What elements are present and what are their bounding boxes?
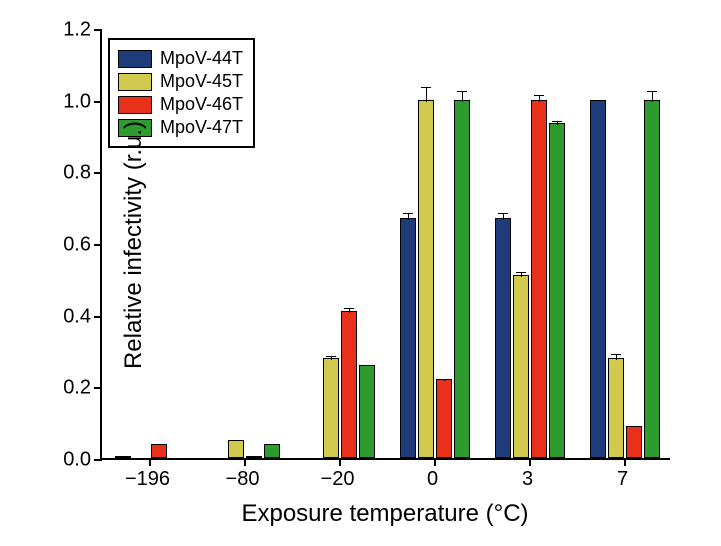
legend-label: MpoV-47T <box>160 117 243 138</box>
x-tick-label: 7 <box>617 468 628 491</box>
bar <box>436 379 452 458</box>
x-tick-mark <box>339 458 341 466</box>
y-tick-mark <box>94 459 102 461</box>
error-bar <box>503 213 504 220</box>
x-tick-mark <box>624 458 626 466</box>
error-bar <box>539 95 540 102</box>
bar <box>644 100 660 458</box>
x-axis-label: Exposure temperature (°C) <box>241 500 528 528</box>
error-cap <box>403 213 413 214</box>
bar <box>151 444 167 458</box>
error-cap <box>611 354 621 355</box>
bar <box>590 100 606 458</box>
x-tick-mark <box>244 458 246 466</box>
y-tick-label: 1.0 <box>31 90 91 113</box>
bar <box>454 100 470 458</box>
x-tick-mark <box>149 458 151 466</box>
error-bar <box>408 213 409 220</box>
error-cap <box>439 379 449 380</box>
error-cap <box>326 356 336 357</box>
bar <box>418 100 434 458</box>
bar <box>341 311 357 458</box>
legend-label: MpoV-44T <box>160 48 243 69</box>
bar <box>246 456 262 458</box>
bar <box>115 456 131 458</box>
y-tick-label: 0.6 <box>31 234 91 257</box>
y-tick-mark <box>94 244 102 246</box>
bar <box>495 218 511 458</box>
bar <box>531 100 547 458</box>
bar <box>513 275 529 458</box>
y-tick-label: 0.4 <box>31 305 91 328</box>
bar <box>608 358 624 458</box>
error-bar <box>652 91 653 102</box>
y-tick-mark <box>94 172 102 174</box>
bar <box>264 444 280 458</box>
y-tick-mark <box>94 387 102 389</box>
y-tick-label: 0.8 <box>31 162 91 185</box>
y-tick-mark <box>94 101 102 103</box>
y-tick-label: 1.2 <box>31 19 91 42</box>
bar <box>626 426 642 458</box>
x-tick-label: 0 <box>427 468 438 491</box>
legend-swatch <box>118 96 152 114</box>
y-tick-label: 0.2 <box>31 377 91 400</box>
chart-figure: MpoV-44TMpoV-45TMpoV-46TMpoV-47T Relativ… <box>0 0 721 546</box>
error-bar <box>426 87 427 101</box>
bar <box>400 218 416 458</box>
y-axis-label: Relative infectivity (r.u.) <box>120 121 148 369</box>
error-cap <box>498 213 508 214</box>
error-cap <box>421 87 431 88</box>
error-cap <box>457 91 467 92</box>
x-tick-mark <box>529 458 531 466</box>
bar <box>549 123 565 458</box>
error-cap <box>534 95 544 96</box>
legend-item: MpoV-46T <box>118 94 243 115</box>
legend-item: MpoV-45T <box>118 71 243 92</box>
y-tick-mark <box>94 316 102 318</box>
x-tick-label: −80 <box>226 468 260 491</box>
bar <box>359 365 375 458</box>
y-tick-mark <box>94 29 102 31</box>
error-bar <box>462 91 463 102</box>
bar <box>323 358 339 458</box>
x-tick-label: −196 <box>125 468 170 491</box>
legend-swatch <box>118 73 152 91</box>
legend-swatch <box>118 50 152 68</box>
x-tick-label: −20 <box>321 468 355 491</box>
error-cap <box>516 272 526 273</box>
error-cap <box>552 121 562 122</box>
error-cap <box>344 308 354 309</box>
legend-label: MpoV-46T <box>160 94 243 115</box>
x-tick-mark <box>434 458 436 466</box>
x-tick-label: 3 <box>522 468 533 491</box>
error-cap <box>647 91 657 92</box>
legend-label: MpoV-45T <box>160 71 243 92</box>
y-tick-label: 0.0 <box>31 449 91 472</box>
bar <box>228 440 244 458</box>
legend-item: MpoV-44T <box>118 48 243 69</box>
